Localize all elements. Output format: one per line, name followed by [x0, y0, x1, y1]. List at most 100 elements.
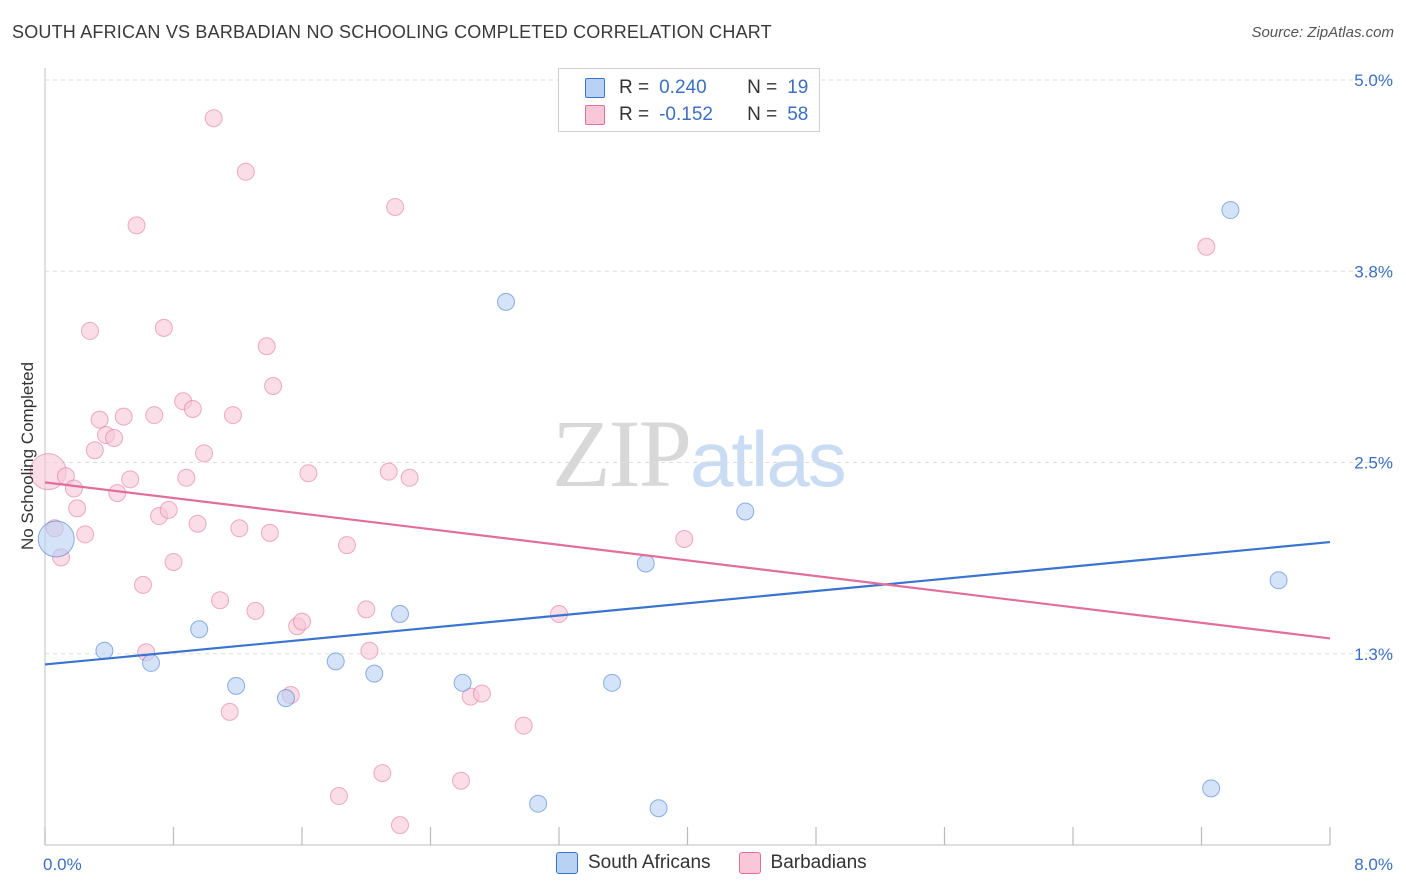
- barbadian-trendline: [44, 481, 1331, 640]
- barbadian-point: [360, 641, 379, 660]
- legend-row-south-africans: R = 0.240 N = 19: [585, 76, 808, 100]
- barbadian-point: [68, 499, 87, 518]
- legend-n-label: N =: [747, 77, 778, 98]
- legend-r-value: 0.240: [659, 77, 707, 98]
- series-legend-barbadians: Barbadians: [738, 852, 867, 874]
- barbadian-point: [211, 591, 230, 610]
- barbadian-point: [373, 764, 392, 783]
- south-african-point: [227, 676, 246, 695]
- barbadian-point: [154, 318, 173, 337]
- legend-swatch-barbadians: [585, 105, 605, 125]
- barbadian-point: [329, 787, 348, 806]
- correlation-legend: R = 0.240 N = 19 R = -0.152 N = 58: [558, 68, 820, 132]
- barbadian-point: [159, 500, 178, 519]
- south-african-point: [1221, 201, 1240, 220]
- x-tick-label: 8.0%: [1354, 855, 1393, 874]
- barbadian-point: [121, 470, 140, 489]
- series-label-south-africans: South Africans: [588, 852, 711, 873]
- chart-title: SOUTH AFRICAN VS BARBADIAN NO SCHOOLING …: [12, 22, 772, 42]
- south-african-point: [190, 620, 209, 639]
- y-tick-label: 2.5%: [1354, 454, 1393, 473]
- south-african-point: [603, 673, 622, 692]
- barbadian-point: [177, 468, 196, 487]
- series-legend: South Africans Barbadians: [556, 852, 895, 874]
- barbadian-point: [127, 216, 146, 235]
- barbadian-point: [90, 410, 109, 429]
- legend-n-label: N =: [747, 104, 778, 125]
- barbadian-point: [85, 441, 104, 460]
- barbadian-point: [114, 407, 133, 426]
- y-axis-label: No Schooling Completed: [18, 361, 37, 551]
- barbadian-point: [1197, 237, 1216, 256]
- legend-r-label: R =: [619, 104, 650, 125]
- chart-source: Source: ZipAtlas.com: [1251, 24, 1394, 41]
- south-african-point: [453, 673, 472, 692]
- y-tick-label: 5.0%: [1354, 71, 1393, 90]
- series-swatch-barbadians: [738, 852, 761, 874]
- barbadian-point: [379, 462, 398, 481]
- watermark-zip: ZIP: [552, 400, 692, 507]
- barbadian-point: [514, 716, 533, 735]
- barbadian-point: [188, 514, 207, 533]
- south-african-point: [736, 502, 755, 521]
- legend-n-value: 58: [787, 104, 809, 125]
- south-african-point: [390, 604, 409, 623]
- watermark: ZIPatlas: [552, 398, 847, 509]
- barbadian-point: [236, 162, 255, 181]
- barbadian-point: [400, 468, 419, 487]
- south-african-point: [142, 653, 161, 672]
- y-tick-label: 3.8%: [1354, 262, 1393, 281]
- legend-row-barbadians: R = -0.152 N = 58: [585, 103, 808, 127]
- barbadian-point: [183, 399, 202, 418]
- south-african-point: [95, 641, 114, 660]
- south-african-point: [636, 554, 655, 573]
- legend-r-label: R =: [619, 77, 650, 98]
- barbadian-point: [76, 525, 95, 544]
- barbadian-point: [337, 536, 356, 555]
- x-tick-label: 0.0%: [43, 855, 82, 874]
- barbadian-point: [145, 406, 164, 425]
- south-african-point: [365, 664, 384, 683]
- barbadian-point: [195, 444, 214, 463]
- barbadian-point: [452, 771, 471, 790]
- barbadian-point: [105, 429, 124, 448]
- south-african-point: [649, 799, 668, 818]
- barbadian-point: [108, 484, 127, 503]
- south-african-point: [529, 794, 548, 813]
- south-african-point: [496, 292, 515, 311]
- barbadian-point: [64, 479, 83, 498]
- barbadian-point: [357, 600, 376, 619]
- barbadian-point: [257, 337, 276, 356]
- south-african-point: [37, 520, 75, 558]
- series-legend-south-africans: South Africans: [556, 852, 711, 874]
- series-label-barbadians: Barbadians: [770, 852, 867, 873]
- barbadian-point: [223, 406, 242, 425]
- south-african-point: [1202, 779, 1221, 798]
- legend-swatch-south-africans: [585, 78, 605, 98]
- barbadian-point: [472, 684, 491, 703]
- barbadian-point: [80, 321, 99, 340]
- barbadian-point: [675, 530, 694, 548]
- barbadian-point: [293, 612, 311, 631]
- series-swatch-south-africans: [556, 852, 578, 874]
- barbadian-point: [246, 601, 265, 620]
- barbadian-point: [230, 519, 249, 538]
- barbadian-point: [133, 575, 152, 594]
- barbadian-point: [299, 464, 318, 483]
- south-african-point: [326, 652, 345, 671]
- barbadian-point: [204, 109, 223, 128]
- watermark-atlas: atlas: [690, 415, 847, 503]
- barbadian-point: [390, 816, 409, 835]
- south-african-point: [276, 689, 295, 708]
- legend-r-value: -0.152: [659, 104, 713, 125]
- barbadian-point: [164, 552, 183, 571]
- barbadian-point: [264, 377, 283, 395]
- south-african-point: [1269, 571, 1288, 590]
- barbadian-point: [260, 523, 279, 542]
- barbadian-point: [386, 197, 405, 216]
- barbadian-point: [220, 702, 239, 721]
- south-african-trendline: [44, 540, 1331, 666]
- legend-n-value: 19: [787, 77, 809, 98]
- y-tick-label: 1.3%: [1354, 645, 1393, 664]
